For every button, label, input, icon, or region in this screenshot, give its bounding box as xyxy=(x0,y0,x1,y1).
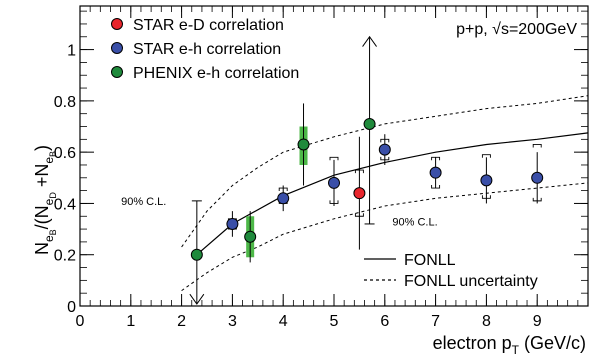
cl-annotation: 90% C.L. xyxy=(392,216,437,228)
sys-bracket-top xyxy=(431,156,441,161)
x-axis-title-sub: T xyxy=(512,343,520,356)
y-tick-label: 0 xyxy=(67,299,76,316)
y-tick-label: 0.8 xyxy=(54,94,76,111)
x-axis-title: electron pT (GeV/c) xyxy=(433,333,586,356)
x-tick-label: 8 xyxy=(482,313,491,330)
data-point xyxy=(378,143,391,156)
x-tick-label: 4 xyxy=(279,313,288,330)
y-axis-title-sub-b2: B xyxy=(48,151,58,157)
y-axis-title-sub-d: D xyxy=(48,192,58,199)
y-axis-title-close: ) xyxy=(32,145,52,151)
energy-annotation: p+p, √s=200GeV xyxy=(456,21,577,38)
data-point xyxy=(244,230,257,243)
y-axis-title-plus: +N xyxy=(32,164,52,193)
data-point xyxy=(353,187,366,200)
legend-label: FONLL xyxy=(404,252,456,269)
legend-marker xyxy=(111,42,123,54)
y-axis-title-sub-ed: e xyxy=(42,198,56,205)
x-tick-label: 5 xyxy=(330,313,339,330)
y-axis-title-n1: N xyxy=(32,242,52,255)
y-axis-title-sub-eb2: e xyxy=(42,157,56,164)
data-point xyxy=(226,217,239,230)
data-point xyxy=(277,192,290,205)
data-point xyxy=(190,248,203,261)
legend-marker xyxy=(111,18,123,30)
arrow-down xyxy=(189,293,205,305)
data-point xyxy=(328,176,340,189)
data-point xyxy=(297,138,310,151)
x-tick-label: 0 xyxy=(76,313,85,330)
y-tick-label: 0.2 xyxy=(54,248,76,265)
sys-bracket-top xyxy=(329,156,339,161)
sys-bracket-top xyxy=(481,154,491,158)
x-tick-label: 1 xyxy=(126,313,135,330)
y-tick-label: 1 xyxy=(67,43,76,60)
y-axis-title-sub-eb: e xyxy=(42,235,56,242)
legend-label: PHENIX e-h correlation xyxy=(133,65,299,82)
x-tick-label: 3 xyxy=(228,313,237,330)
x-axis-title-unit: (GeV/c) xyxy=(519,333,586,353)
y-axis-title: NeB/(NeD +NeB) xyxy=(32,145,58,255)
data-point xyxy=(480,174,493,187)
y-tick-label: 0.4 xyxy=(54,196,76,213)
fonll-lower-line xyxy=(181,182,589,292)
x-tick-label: 6 xyxy=(380,313,389,330)
y-axis-title-sub-b: B xyxy=(48,229,58,235)
legend-label: STAR e-D correlation xyxy=(133,17,284,34)
data-point xyxy=(429,166,442,179)
x-tick-label: 2 xyxy=(177,313,186,330)
y-axis-title-slash: /(N xyxy=(32,205,52,229)
data-point xyxy=(531,171,544,184)
arrow-up xyxy=(362,35,377,47)
fonll-upper-line xyxy=(181,95,589,248)
legend-label: STAR e-h correlation xyxy=(133,41,281,58)
x-axis-title-main: electron p xyxy=(433,333,512,353)
data-point xyxy=(363,117,376,130)
sys-bracket-top xyxy=(532,144,542,148)
cl-annotation: 90% C.L. xyxy=(121,196,166,208)
y-tick-label: 0.6 xyxy=(54,145,76,162)
x-tick-label: 7 xyxy=(431,313,440,330)
legend-marker xyxy=(111,66,123,78)
x-tick-label: 9 xyxy=(533,313,542,330)
legend-label: FONLL uncertainty xyxy=(404,273,538,290)
